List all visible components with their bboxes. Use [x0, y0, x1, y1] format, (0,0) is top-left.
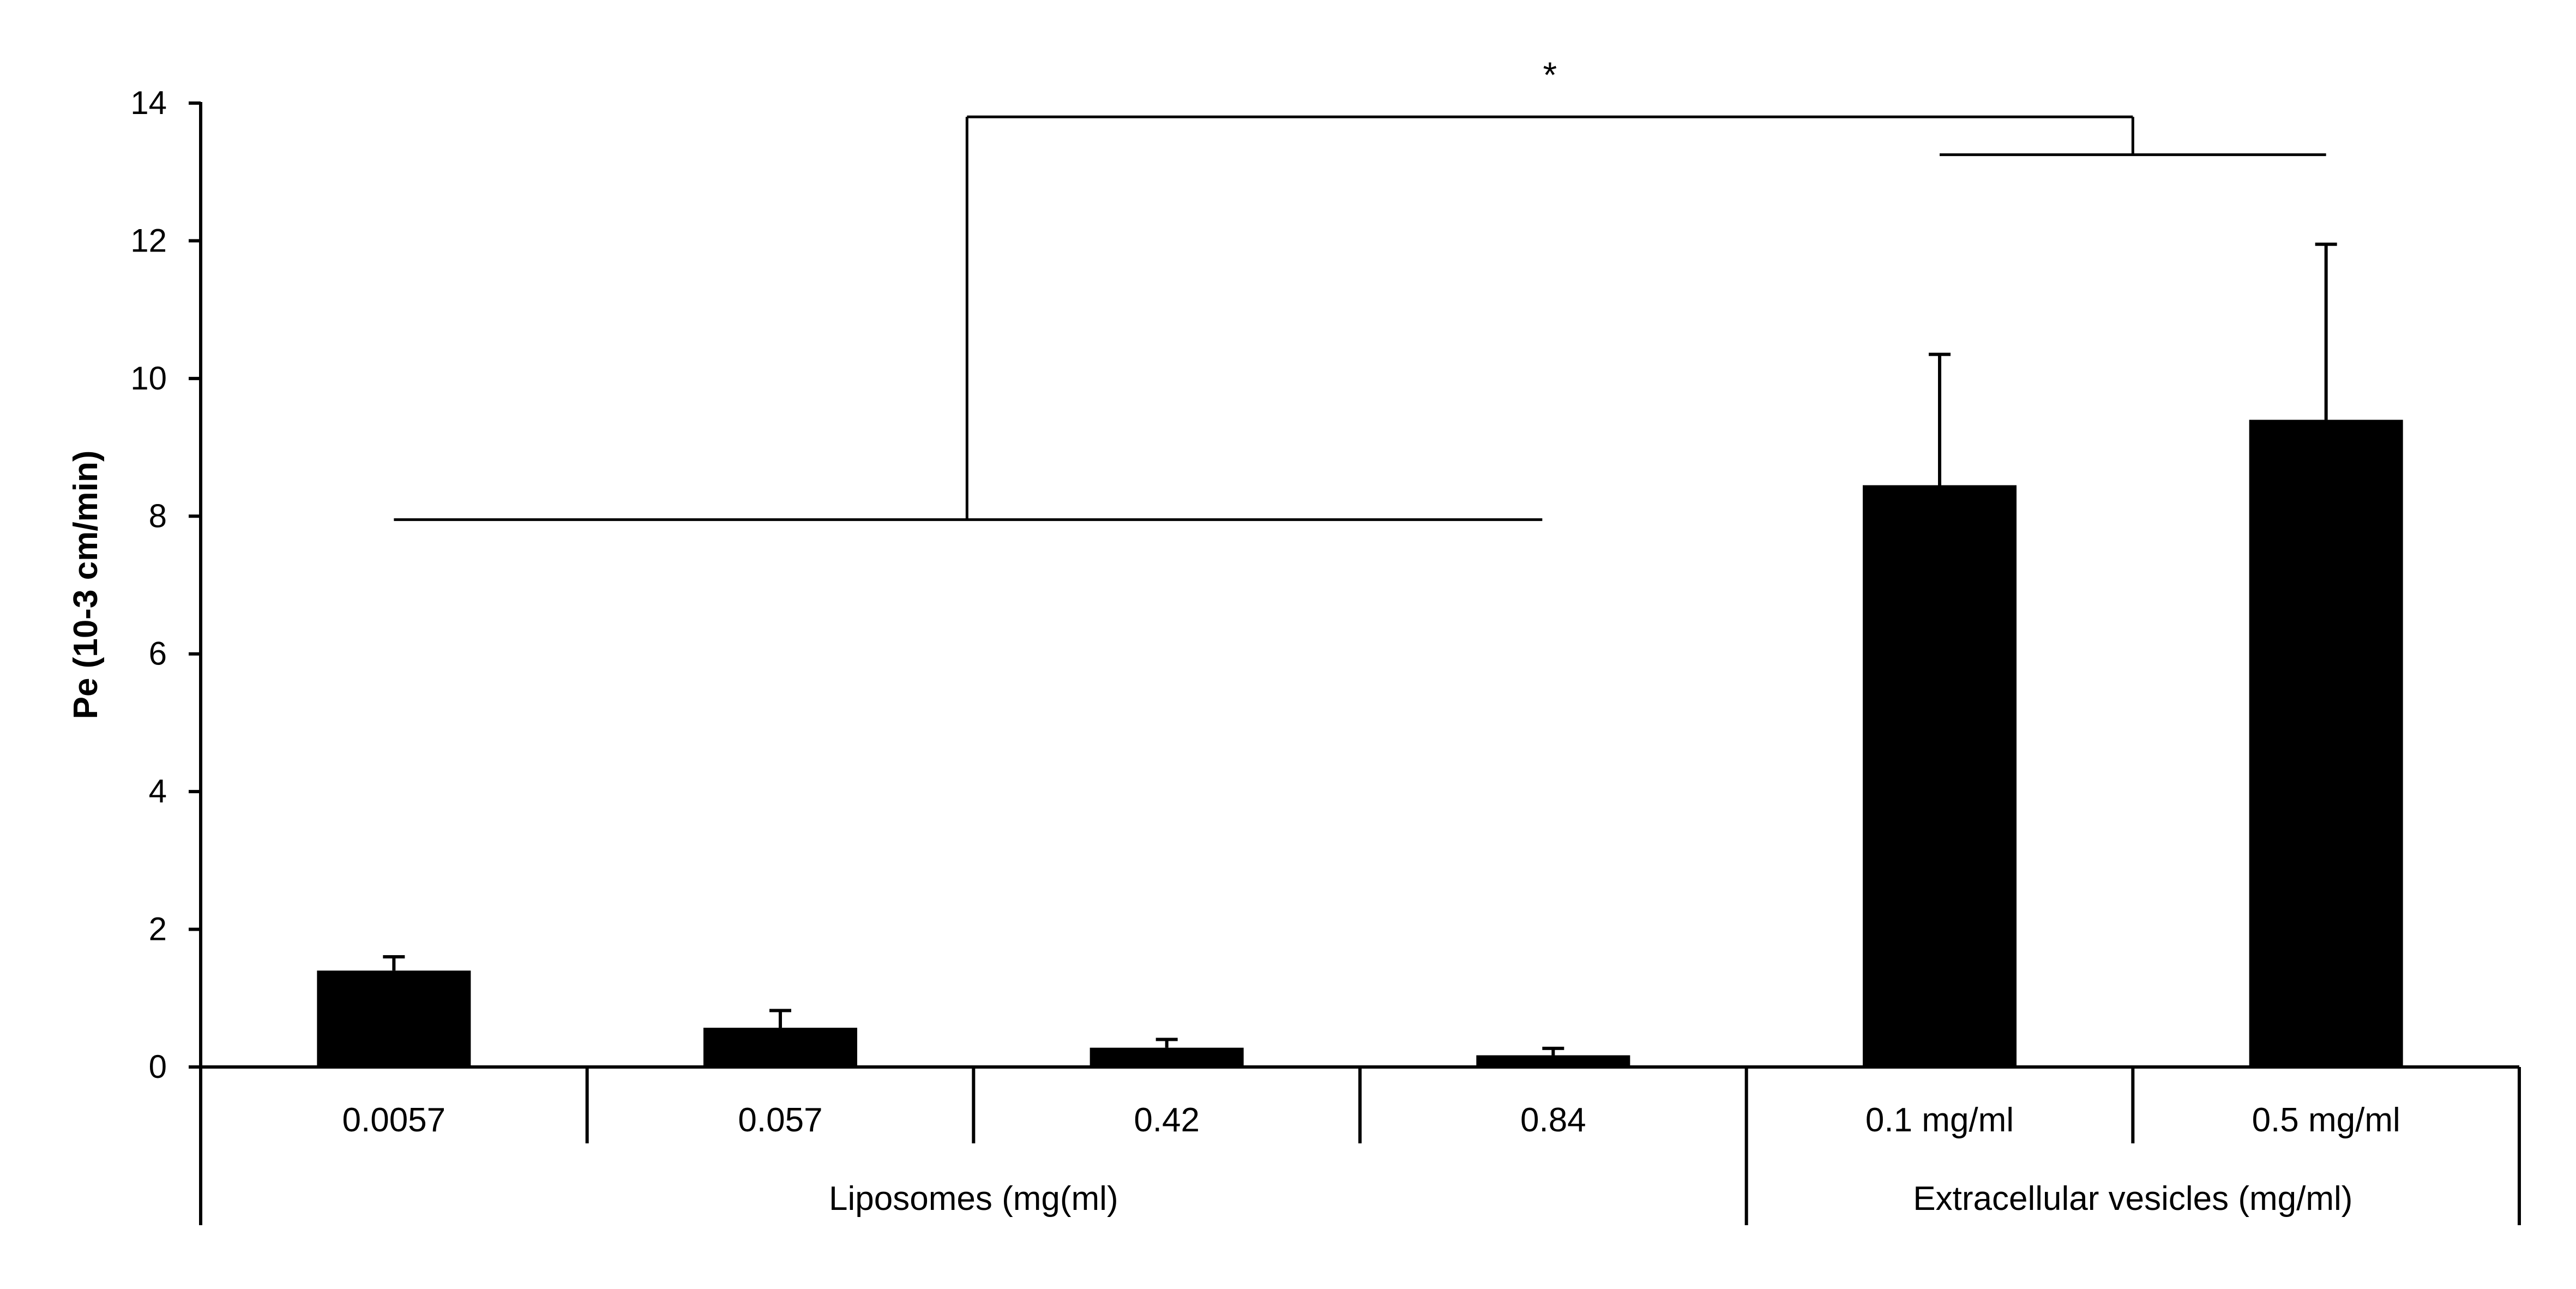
error-bars — [383, 242, 2337, 1056]
bar — [1476, 1055, 1630, 1067]
bar — [317, 970, 471, 1067]
y-tick-label: 0 — [149, 1048, 167, 1085]
y-tick-label: 2 — [149, 911, 167, 948]
y-tick-label: 10 — [130, 360, 167, 397]
y-tick-label: 4 — [149, 773, 167, 810]
y-axis-label: Pe (10-3 cm/min) — [67, 451, 105, 720]
significance-marker: * — [1543, 55, 1557, 95]
category-label: 0.057 — [738, 1101, 822, 1139]
significance-bracket: * — [394, 55, 2326, 521]
bar — [1090, 1047, 1244, 1067]
y-tick-label: 14 — [130, 85, 167, 121]
y-tick-label: 8 — [149, 497, 167, 534]
y-tick-label: 12 — [130, 222, 167, 259]
group-label: Liposomes (mg(ml) — [829, 1180, 1118, 1218]
category-label: 0.5 mg/ml — [2252, 1101, 2400, 1139]
axis-labels: 0.0057 0.057 0.42 0.84 0.1 mg/ml 0.5 mg/ml Lip… — [342, 1101, 2400, 1218]
bar — [1863, 485, 2017, 1067]
category-label: 0.42 — [1134, 1101, 1200, 1139]
y-tick-label: 6 — [149, 635, 167, 672]
bar — [703, 1028, 857, 1067]
bars — [317, 419, 2403, 1067]
category-label: 0.84 — [1520, 1101, 1586, 1139]
group-label: Extracellular vesicles (mg/ml) — [1913, 1180, 2352, 1218]
category-label: 0.1 mg/ml — [1865, 1101, 2014, 1139]
bar — [2249, 419, 2403, 1067]
category-label: 0.0057 — [342, 1101, 446, 1139]
axes: 0 2 4 6 8 10 12 14 — [130, 85, 2521, 1225]
